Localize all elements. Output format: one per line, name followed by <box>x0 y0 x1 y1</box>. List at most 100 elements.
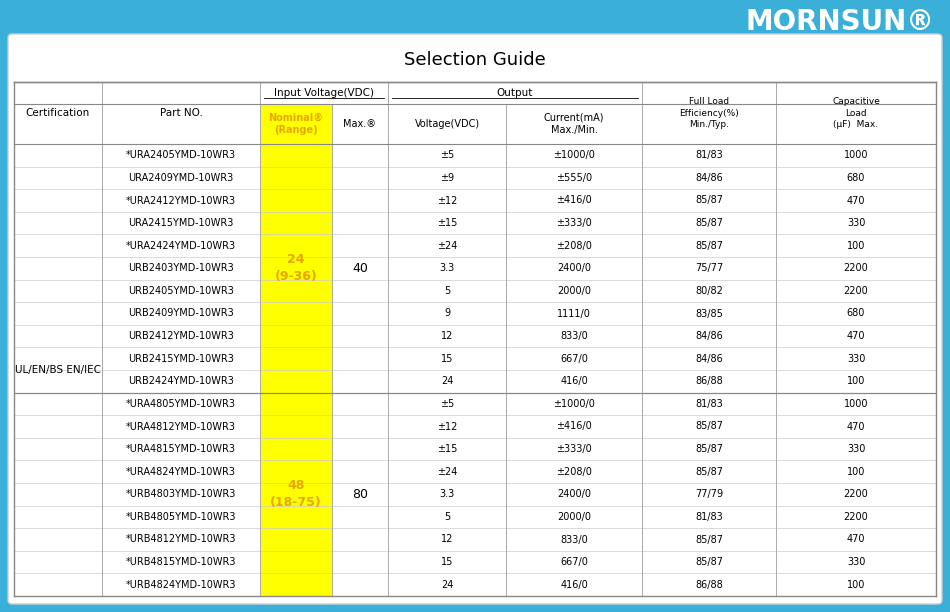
Text: 24
(9-36): 24 (9-36) <box>275 253 317 283</box>
Text: 330: 330 <box>846 218 865 228</box>
Text: 3.3: 3.3 <box>439 263 455 274</box>
Text: 15: 15 <box>441 557 453 567</box>
Text: *URB4812YMD-10WR3: *URB4812YMD-10WR3 <box>125 534 237 545</box>
Text: 416/0: 416/0 <box>560 580 588 590</box>
Text: Capacitive
Load
(µF)  Max.: Capacitive Load (µF) Max. <box>832 97 880 129</box>
Text: 330: 330 <box>846 354 865 364</box>
Text: 3.3: 3.3 <box>439 490 455 499</box>
Text: 330: 330 <box>846 444 865 454</box>
Bar <box>260 144 332 596</box>
Text: ±1000/0: ±1000/0 <box>553 151 595 160</box>
Text: 2000/0: 2000/0 <box>557 512 591 522</box>
Text: *URB4805YMD-10WR3: *URB4805YMD-10WR3 <box>125 512 237 522</box>
Text: 24: 24 <box>441 580 453 590</box>
Text: 2200: 2200 <box>844 512 868 522</box>
Text: 85/87: 85/87 <box>695 557 723 567</box>
Text: *URA2424YMD-10WR3: *URA2424YMD-10WR3 <box>126 241 236 251</box>
Text: ±24: ±24 <box>437 241 457 251</box>
Text: 12: 12 <box>441 331 453 341</box>
Text: ±333/0: ±333/0 <box>556 218 592 228</box>
Text: ±1000/0: ±1000/0 <box>553 399 595 409</box>
Text: 85/87: 85/87 <box>695 534 723 545</box>
Text: 100: 100 <box>846 580 865 590</box>
Text: URB2412YMD-10WR3: URB2412YMD-10WR3 <box>128 331 234 341</box>
Text: 680: 680 <box>846 173 865 183</box>
Text: 83/85: 83/85 <box>695 308 723 318</box>
Text: 84/86: 84/86 <box>695 354 723 364</box>
Text: URA2415YMD-10WR3: URA2415YMD-10WR3 <box>128 218 234 228</box>
Text: 75/77: 75/77 <box>694 263 723 274</box>
Text: ±15: ±15 <box>437 218 457 228</box>
Text: ±12: ±12 <box>437 195 457 206</box>
Text: 667/0: 667/0 <box>560 557 588 567</box>
Text: 2200: 2200 <box>844 263 868 274</box>
Text: 5: 5 <box>444 512 450 522</box>
Text: 833/0: 833/0 <box>560 331 588 341</box>
Text: ±24: ±24 <box>437 467 457 477</box>
Text: 81/83: 81/83 <box>695 512 723 522</box>
Text: ±12: ±12 <box>437 422 457 431</box>
Text: 2400/0: 2400/0 <box>557 263 591 274</box>
Text: 81/83: 81/83 <box>695 151 723 160</box>
Text: *URA4815YMD-10WR3: *URA4815YMD-10WR3 <box>126 444 236 454</box>
Text: *URB4803YMD-10WR3: *URB4803YMD-10WR3 <box>125 490 237 499</box>
Text: 833/0: 833/0 <box>560 534 588 545</box>
Text: 86/88: 86/88 <box>695 376 723 386</box>
Text: 85/87: 85/87 <box>695 218 723 228</box>
Text: *URA2405YMD-10WR3: *URA2405YMD-10WR3 <box>126 151 236 160</box>
Text: 48
(18-75): 48 (18-75) <box>270 479 322 509</box>
Text: 24: 24 <box>441 376 453 386</box>
Text: 85/87: 85/87 <box>695 195 723 206</box>
Text: *URA4812YMD-10WR3: *URA4812YMD-10WR3 <box>126 422 236 431</box>
Text: 9: 9 <box>444 308 450 318</box>
Text: URB2405YMD-10WR3: URB2405YMD-10WR3 <box>128 286 234 296</box>
Text: Certification: Certification <box>26 108 90 118</box>
Text: 330: 330 <box>846 557 865 567</box>
Text: 85/87: 85/87 <box>695 241 723 251</box>
Text: 85/87: 85/87 <box>695 467 723 477</box>
Text: 15: 15 <box>441 354 453 364</box>
Text: Output: Output <box>497 88 533 98</box>
Text: ±15: ±15 <box>437 444 457 454</box>
Text: 84/86: 84/86 <box>695 331 723 341</box>
Text: 470: 470 <box>846 195 865 206</box>
Text: 85/87: 85/87 <box>695 422 723 431</box>
Text: 470: 470 <box>846 422 865 431</box>
Text: 100: 100 <box>846 467 865 477</box>
Text: 5: 5 <box>444 286 450 296</box>
Text: *URA4805YMD-10WR3: *URA4805YMD-10WR3 <box>126 399 236 409</box>
Text: 80/82: 80/82 <box>695 286 723 296</box>
Text: 667/0: 667/0 <box>560 354 588 364</box>
Text: 100: 100 <box>846 376 865 386</box>
Text: Nominal®
(Range): Nominal® (Range) <box>269 113 324 135</box>
Text: *URA4824YMD-10WR3: *URA4824YMD-10WR3 <box>126 467 236 477</box>
Text: 2200: 2200 <box>844 490 868 499</box>
Text: 100: 100 <box>846 241 865 251</box>
Bar <box>260 104 332 144</box>
Text: 80: 80 <box>352 488 368 501</box>
Text: UL/EN/BS EN/IEC: UL/EN/BS EN/IEC <box>15 365 101 375</box>
Text: URA2409YMD-10WR3: URA2409YMD-10WR3 <box>128 173 234 183</box>
Text: 40: 40 <box>352 262 368 275</box>
Text: 2200: 2200 <box>844 286 868 296</box>
Text: 84/86: 84/86 <box>695 173 723 183</box>
Text: ±333/0: ±333/0 <box>556 444 592 454</box>
Text: ±5: ±5 <box>440 399 454 409</box>
Text: 680: 680 <box>846 308 865 318</box>
Text: URB2424YMD-10WR3: URB2424YMD-10WR3 <box>128 376 234 386</box>
Text: *URB4815YMD-10WR3: *URB4815YMD-10WR3 <box>125 557 237 567</box>
Text: 85/87: 85/87 <box>695 444 723 454</box>
Text: Current(mA)
Max./Min.: Current(mA) Max./Min. <box>543 113 604 135</box>
Text: ±208/0: ±208/0 <box>556 467 592 477</box>
Text: 2400/0: 2400/0 <box>557 490 591 499</box>
Text: 1111/0: 1111/0 <box>557 308 591 318</box>
Text: 416/0: 416/0 <box>560 376 588 386</box>
Text: Max.®: Max.® <box>344 119 376 129</box>
Text: URB2403YMD-10WR3: URB2403YMD-10WR3 <box>128 263 234 274</box>
Text: ±5: ±5 <box>440 151 454 160</box>
Text: ±416/0: ±416/0 <box>556 195 592 206</box>
Text: 12: 12 <box>441 534 453 545</box>
Text: ±416/0: ±416/0 <box>556 422 592 431</box>
Text: 81/83: 81/83 <box>695 399 723 409</box>
Text: 2000/0: 2000/0 <box>557 286 591 296</box>
